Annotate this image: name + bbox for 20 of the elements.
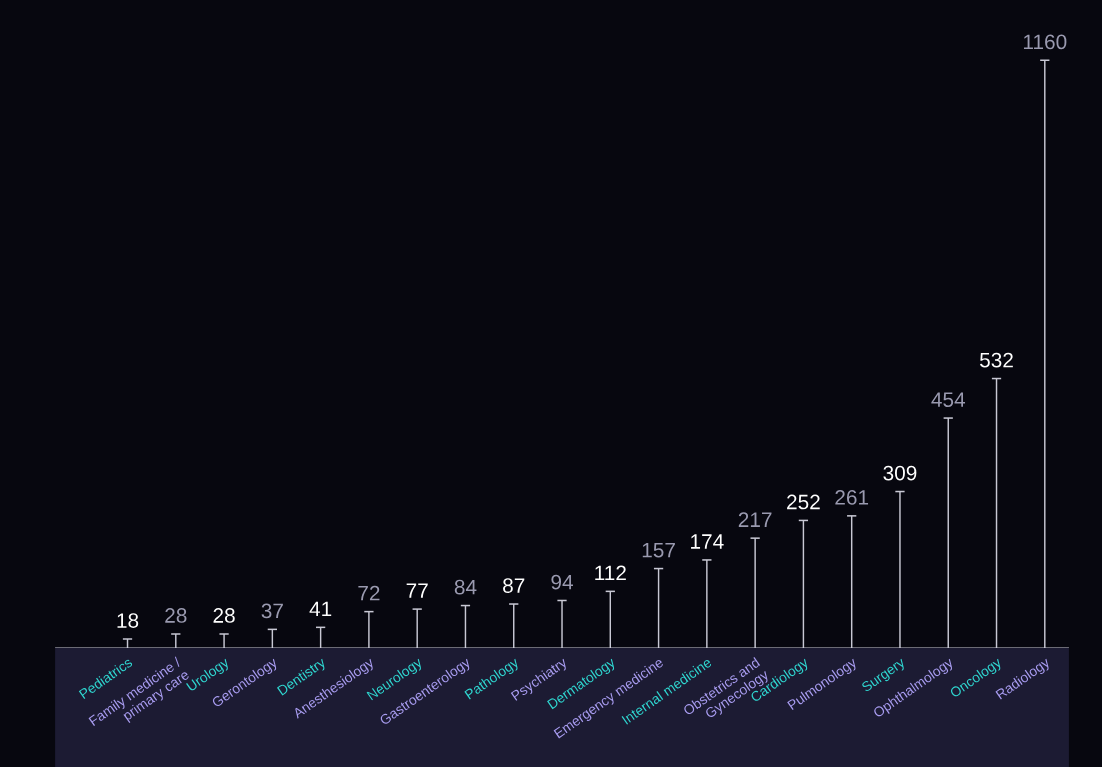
data-label: 157	[642, 542, 675, 558]
data-label: 84	[454, 579, 477, 595]
data-label: 309	[883, 465, 917, 481]
data-label: 112	[595, 565, 626, 581]
data-label: 37	[261, 603, 283, 619]
data-label: 174	[691, 534, 724, 549]
data-label: 454	[931, 392, 966, 407]
data-label: 94	[551, 574, 573, 590]
data-label: 28	[165, 608, 187, 623]
data-label: 77	[406, 583, 428, 598]
data-label: 18	[117, 613, 139, 628]
data-label: 261	[835, 490, 869, 505]
data-label: 87	[503, 578, 525, 593]
data-label: 72	[358, 585, 380, 601]
data-label: 532	[979, 352, 1013, 368]
data-label: 28	[213, 608, 235, 623]
data-label: 41	[309, 601, 332, 617]
data-label: 252	[787, 494, 820, 510]
data-label: 1160	[1023, 34, 1067, 50]
data-label: 217	[738, 512, 772, 527]
